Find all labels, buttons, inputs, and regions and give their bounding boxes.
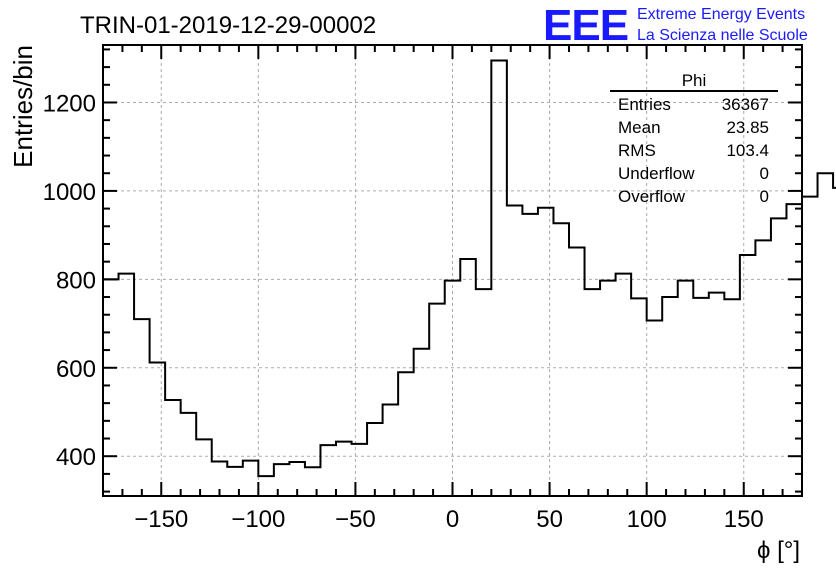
x-tick-label: 50 <box>536 506 563 533</box>
x-tick-labels: −150 −100 −50 0 50 100 150 <box>134 506 764 533</box>
stats-label-overflow: Overflow <box>618 187 686 206</box>
x-axis-label: ϕ [°] <box>757 537 800 564</box>
stats-value-mean: 23.85 <box>726 118 769 137</box>
y-tick-label: 400 <box>56 444 96 471</box>
eee-logo: EEE Extreme Energy Events La Scienza nel… <box>543 1 808 50</box>
stats-box: Phi Entries 36367 Mean 23.85 RMS 103.4 U… <box>610 71 778 206</box>
stats-label-rms: RMS <box>618 141 656 160</box>
histogram-outline <box>103 59 836 478</box>
y-tick-label: 800 <box>56 267 96 294</box>
stats-value-underflow: 0 <box>760 164 769 183</box>
y-axis-label: Entries/bin <box>8 45 38 168</box>
stats-value-entries: 36367 <box>722 95 769 114</box>
y-tick-label: 1000 <box>43 179 96 206</box>
y-tick-label: 1200 <box>43 90 96 117</box>
eee-logo-line2: La Scienza nelle Scuole <box>637 27 808 44</box>
stats-value-overflow: 0 <box>760 187 769 206</box>
stats-label-underflow: Underflow <box>618 164 695 183</box>
x-tick-label: −50 <box>335 506 376 533</box>
x-tick-label: −150 <box>134 506 188 533</box>
stats-box-title: Phi <box>682 71 707 90</box>
axis-ticks <box>102 45 803 496</box>
stats-label-entries: Entries <box>618 95 671 114</box>
grid-lines <box>103 45 802 496</box>
y-tick-label: 600 <box>56 356 96 383</box>
x-tick-label: 0 <box>446 506 459 533</box>
stats-value-rms: 103.4 <box>726 141 769 160</box>
eee-logo-line1: Extreme Energy Events <box>637 6 805 23</box>
x-tick-label: −100 <box>231 506 285 533</box>
stats-label-mean: Mean <box>618 118 661 137</box>
x-tick-label: 100 <box>627 506 667 533</box>
eee-logo-mark: EEE <box>543 1 628 50</box>
y-tick-labels: 400 600 800 1000 1200 <box>43 90 96 471</box>
x-tick-label: 150 <box>724 506 764 533</box>
chart-title: TRIN-01-2019-12-29-00002 <box>80 12 376 39</box>
